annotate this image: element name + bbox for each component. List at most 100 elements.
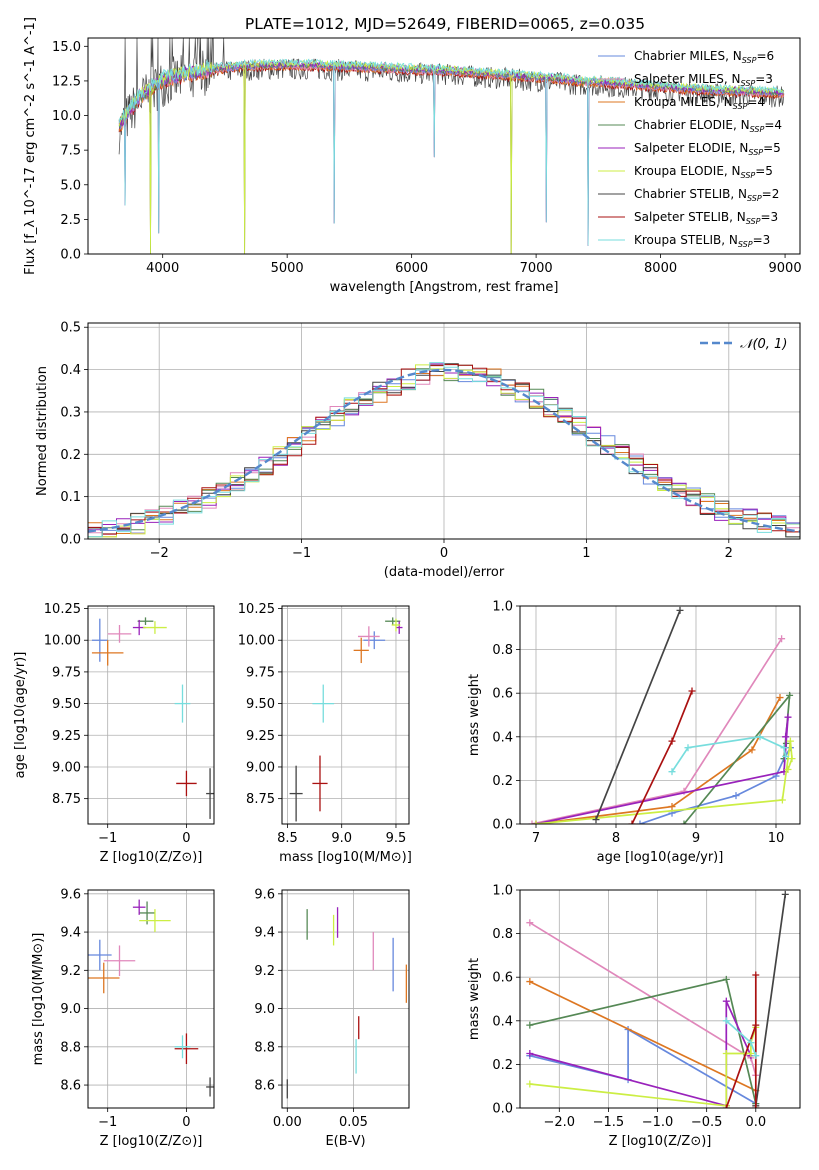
legend-subscript: SSP [750, 125, 765, 134]
tick-label-x: 0.00 [273, 1115, 302, 1130]
tick-label-y: 8.6 [60, 1079, 81, 1094]
tick-label-y: 0.4 [492, 730, 513, 745]
tick-label-y: 9.4 [254, 926, 275, 941]
axes-frame [87, 889, 215, 1109]
legend-suffix: =3 [755, 72, 773, 86]
tick-label-x: −1.5 [593, 1115, 625, 1130]
tick-label-y: 0.8 [492, 643, 513, 658]
legend-label: Salpeter MILES, NSSP=3 [634, 72, 773, 88]
tick-label-y: 0.3 [60, 405, 81, 420]
y-axis-label: Normed distribution [35, 366, 50, 496]
marker-kroupa_elodie [526, 1080, 534, 1088]
marker-kroupa_miles [776, 694, 784, 702]
line-chabrier_stelib [754, 894, 787, 1106]
tick-label-y: 7.5 [60, 144, 81, 159]
tick-label-x: 8000 [644, 261, 677, 276]
x-axis-label: Z [log10(Z/Z⊙)] [100, 1134, 203, 1149]
tick-label-y: 0.0 [60, 533, 81, 548]
tick-label-y: 9.50 [246, 697, 275, 712]
tick-label-y: 9.25 [52, 729, 81, 744]
plots-layer: 4000 5000 6000 7000 8000 90000.02.55.07.510.0… [13, 17, 802, 1149]
line-salpeter_stelib [725, 975, 757, 1108]
panel-2: −2 −1 0 1 2 0.0 0.1 0.2 0.3 0.4 0.5 (data-model)/er… [35, 321, 801, 580]
marker-kroupa_elodie [532, 820, 540, 824]
marker-chabrier_elodie [722, 975, 730, 983]
tick-label-x: 10 [768, 831, 785, 846]
tick-label-y: 0.2 [492, 1058, 513, 1073]
mass-weight-lines [526, 890, 789, 1108]
tick-label-y: 9.50 [52, 697, 81, 712]
tick-label-y: 8.8 [254, 1040, 275, 1055]
marker-salpeter_elodie [526, 1050, 534, 1057]
x-axis-label: age [log10(age/yr)] [597, 850, 724, 865]
tick-label-y: 9.00 [246, 760, 275, 775]
marker-kroupa_stelib [684, 744, 692, 752]
y-axis-label: Flux [f_λ 10^-17 erg cm^-2 s^-1 A^-1] [23, 17, 38, 275]
tick-label-x: 6000 [395, 261, 428, 276]
tick-label-y: 0.6 [492, 687, 513, 702]
tick-label-x: 8 [612, 831, 620, 846]
tick-label-x: −1 [98, 1115, 117, 1130]
line-chabrier_miles [529, 1028, 757, 1105]
marker-salpeter_stelib [688, 687, 696, 695]
tick-label-x: 9 [692, 831, 700, 846]
normal-curve [88, 368, 800, 533]
tick-label-y: 9.75 [246, 665, 275, 680]
marker-salpeter_elodie [784, 713, 792, 721]
error-bars [88, 899, 214, 1097]
figure-title: PLATE=1012, MJD=52649, FIBERID=0065, z=0… [245, 15, 645, 33]
legend-suffix: =5 [763, 141, 781, 155]
tick-label-x: 7000 [520, 261, 553, 276]
tick-label-x: 5000 [271, 261, 304, 276]
y-axis-label: mass weight [467, 958, 482, 1040]
histograms [88, 362, 800, 538]
tick-label-y: 9.2 [254, 964, 275, 979]
tick-label-y: 9.6 [60, 887, 81, 902]
panel-4: 8.5 9.0 9.5 8.75 9.00 9.25 9.50 9.75 10.00 10.25 m… [238, 602, 412, 865]
tick-label-x: 0.0 [745, 1115, 766, 1130]
legend-label: Kroupa ELODIE, NSSP=5 [634, 164, 773, 180]
tick-label-x: 0 [182, 831, 190, 846]
x-axis-label: Z [log10(Z/Z⊙)] [100, 850, 203, 865]
legend-suffix: =2 [762, 187, 780, 201]
marker-chabrier_elodie [786, 691, 794, 699]
tick-label-y: 9.0 [60, 1002, 81, 1017]
line-salpeter_stelib [631, 690, 693, 824]
marker-salpeter_stelib [722, 1104, 730, 1108]
tick-label-y: 0.5 [60, 321, 81, 336]
tick-label-y: 0.0 [60, 248, 81, 263]
marker-salpeter_stelib [752, 1104, 760, 1108]
line-kroupa_elodie [529, 1027, 757, 1107]
axes-frame [87, 37, 801, 255]
tick-label-y: 0.0 [492, 1102, 513, 1117]
marker-kroupa_stelib [756, 733, 764, 741]
line-salpeter_elodie [535, 717, 789, 824]
x-axis-label: mass [log10(M/M⊙)] [279, 850, 412, 865]
tick-label-x: 0 [440, 546, 448, 561]
legend-label: Kroupa STELIB, NSSP=3 [634, 233, 770, 249]
legend-subscript: SSP [742, 56, 757, 65]
tick-label-x: −1 [98, 831, 117, 846]
legend-label: Salpeter ELODIE, NSSP=5 [634, 141, 781, 157]
tick-label-x: 0.05 [339, 1115, 368, 1130]
axes-frame [281, 605, 410, 825]
legend-subscript: SSP [746, 217, 761, 226]
legend-label: Kroupa MILES, NSSP=4 [634, 95, 765, 111]
axes-frame [87, 605, 215, 825]
marker-chabrier_elodie [680, 820, 688, 824]
marker-kroupa_miles [748, 746, 756, 754]
marker-kroupa_stelib [752, 1052, 760, 1060]
tick-label-y: 10.00 [238, 634, 275, 649]
panel-8: −2.0 −1.5 −1.0 −0.5 0.0 0.0 0.2 0.4 0.6 0.8 1.0 Z [… [467, 884, 801, 1149]
legend-subscript: SSP [748, 148, 763, 157]
error-bars [286, 907, 408, 1099]
marker-kroupa_stelib [668, 768, 676, 776]
tick-label-x: −2.0 [544, 1115, 576, 1130]
tick-label-y: 9.2 [60, 964, 81, 979]
tick-label-x: 4000 [146, 261, 179, 276]
x-axis-label: Z [log10(Z/Z⊙)] [609, 1134, 712, 1149]
marker-salpeter_miles [526, 919, 534, 927]
marker-kroupa_elodie [784, 766, 792, 773]
tick-label-y: 8.75 [246, 792, 275, 807]
tick-label-y: 10.0 [52, 109, 81, 124]
